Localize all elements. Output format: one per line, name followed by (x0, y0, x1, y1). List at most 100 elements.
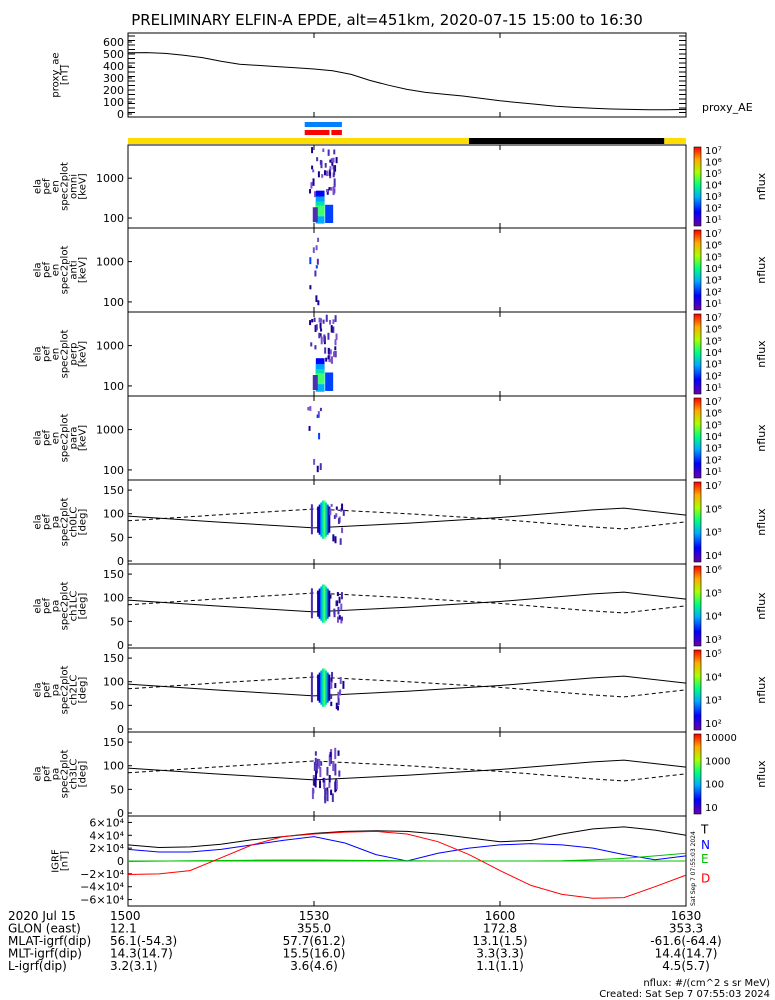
spec-pixel (321, 668, 324, 707)
spec-pixel (328, 506, 331, 533)
spec-pixel (332, 165, 335, 170)
sunlight-bar-segment (664, 138, 686, 144)
spec-pixel (311, 147, 314, 154)
spec-pixel (323, 334, 326, 342)
ephem-value: 13.1(1.5) (472, 934, 527, 948)
ephem-value: 353.3 (669, 922, 703, 936)
colorbar-tick-label: 10³ (705, 635, 722, 646)
y-tick-label: 1000 (96, 340, 124, 353)
ephem-row-label: L-igrf(dip) (8, 959, 67, 973)
spec-pixel (329, 159, 332, 163)
panel-frame (127, 144, 687, 229)
spec-pixel (340, 592, 343, 600)
y-axis-label-line: en (51, 180, 62, 193)
spec-pixel (312, 169, 315, 173)
y-tick-label: 6×10⁴ (89, 816, 124, 829)
y-tick-label: 150 (103, 652, 124, 665)
spec-pixel (328, 754, 331, 767)
right-series-label: proxy_AE (702, 101, 753, 114)
spec-pixel (321, 584, 324, 623)
panel-7: elapefpaspec2plotch2LC[deg] 150 100 50 0 10⁵ 1… (33, 647, 768, 736)
y-axis-label: elapefpaspec2plotch1LC[deg] (33, 582, 89, 631)
ephem-row-label: GLON (east) (8, 922, 81, 936)
spec-pixel (317, 590, 320, 617)
spec-pixel (323, 777, 326, 789)
y-axis-label-line: ela (33, 514, 44, 529)
spec-pixel (315, 763, 318, 774)
spec-pixel (320, 586, 323, 621)
spec-pixel (334, 315, 337, 322)
spec-pixel (338, 770, 341, 777)
spec-pixel (325, 357, 328, 362)
spec-pixel (324, 788, 327, 800)
spec-pixel (334, 339, 337, 346)
colorbar-tick-label: 10² (705, 719, 722, 730)
y-axis-label-line: [deg] (78, 761, 89, 788)
y-axis-label: elapefpaspec2plotch0LC[deg] (33, 498, 89, 547)
colorbar-tick-label: 10⁷ (705, 229, 722, 240)
loss-cone-line (127, 675, 687, 697)
colorbar-title: nflux (755, 592, 768, 620)
ephem-value: 3.2(3.1) (110, 959, 158, 973)
y-axis-label-line: ela (33, 682, 44, 697)
colorbar-tick-label: 10³ (705, 192, 722, 203)
colorbar-tick-label: 10¹ (705, 383, 722, 394)
spec-pixel (314, 757, 317, 765)
spec-pixel (334, 351, 337, 358)
spec-pixel (334, 536, 337, 544)
mode-bar-red (304, 130, 330, 135)
panel-frame (127, 227, 687, 313)
spec-pixel (337, 606, 340, 615)
colorbar-tick-label: 1000 (705, 756, 730, 767)
y-axis-label-line: ela (33, 766, 44, 781)
ephem-value: 1.1(1.1) (476, 959, 524, 973)
spec-pixel (330, 359, 333, 363)
spec-pixel (338, 615, 341, 620)
spec-pixel (328, 782, 331, 788)
spec-pixel (332, 186, 335, 195)
spec-pixel (332, 319, 335, 324)
spec-pixel (336, 616, 339, 623)
spec-pixel (322, 778, 325, 783)
spec-pixel (325, 502, 328, 537)
spec-pixel (330, 701, 333, 707)
y-axis-label-line: anti (69, 260, 80, 279)
y-axis-label: elapefenspec2plotpara[keV] (33, 414, 89, 463)
spec-pixel (319, 333, 322, 337)
colorbar-tick-label: 10⁵ (705, 169, 722, 180)
y-tick-label: 50 (110, 699, 124, 712)
y-axis-label-line: pa (51, 684, 62, 696)
y-axis-label: elapefenspec2plotperp[keV] (33, 330, 89, 379)
y-tick-label: 50 (110, 615, 124, 628)
spec-pixel (328, 169, 331, 176)
spec-pixel (319, 766, 322, 778)
colorbar-tick-label: 10³ (705, 444, 722, 455)
y-axis-label-line: ela (33, 430, 44, 445)
y-axis-label-line: spec2plot (60, 162, 71, 211)
spec-pixel (330, 158, 333, 163)
spec-pixel (331, 162, 334, 166)
spec-pixel (331, 671, 334, 678)
colorbar-tick-label: 10⁷ (705, 313, 722, 324)
y-axis-label-line: [nT] (60, 65, 71, 85)
panel-frame (127, 395, 687, 481)
y-tick-label: 600 (103, 36, 124, 49)
y-axis-label-line: pa (51, 516, 62, 528)
spec-pixel (334, 747, 337, 760)
y-axis-label: elapefenspec2plotanti[keV] (33, 246, 89, 295)
spec-pixel (310, 588, 313, 619)
spec-pixel (332, 534, 335, 542)
colorbar-title: nflux (755, 424, 768, 452)
spec-pixel (340, 616, 343, 621)
y-axis-label-line: en (51, 432, 62, 445)
colorbar-tick-label: 10³ (705, 360, 722, 371)
spec-pixel (335, 513, 338, 518)
spec-pixel (320, 328, 323, 332)
igrf-T-line (127, 826, 687, 849)
y-axis-label-line: pef (42, 514, 53, 531)
colorbar-tick-label: 10⁴ (705, 432, 722, 443)
spec-pixel (331, 793, 334, 802)
ephem-value: 56.1(-54.3) (110, 934, 177, 948)
ephem-value: 1500 (110, 909, 141, 923)
